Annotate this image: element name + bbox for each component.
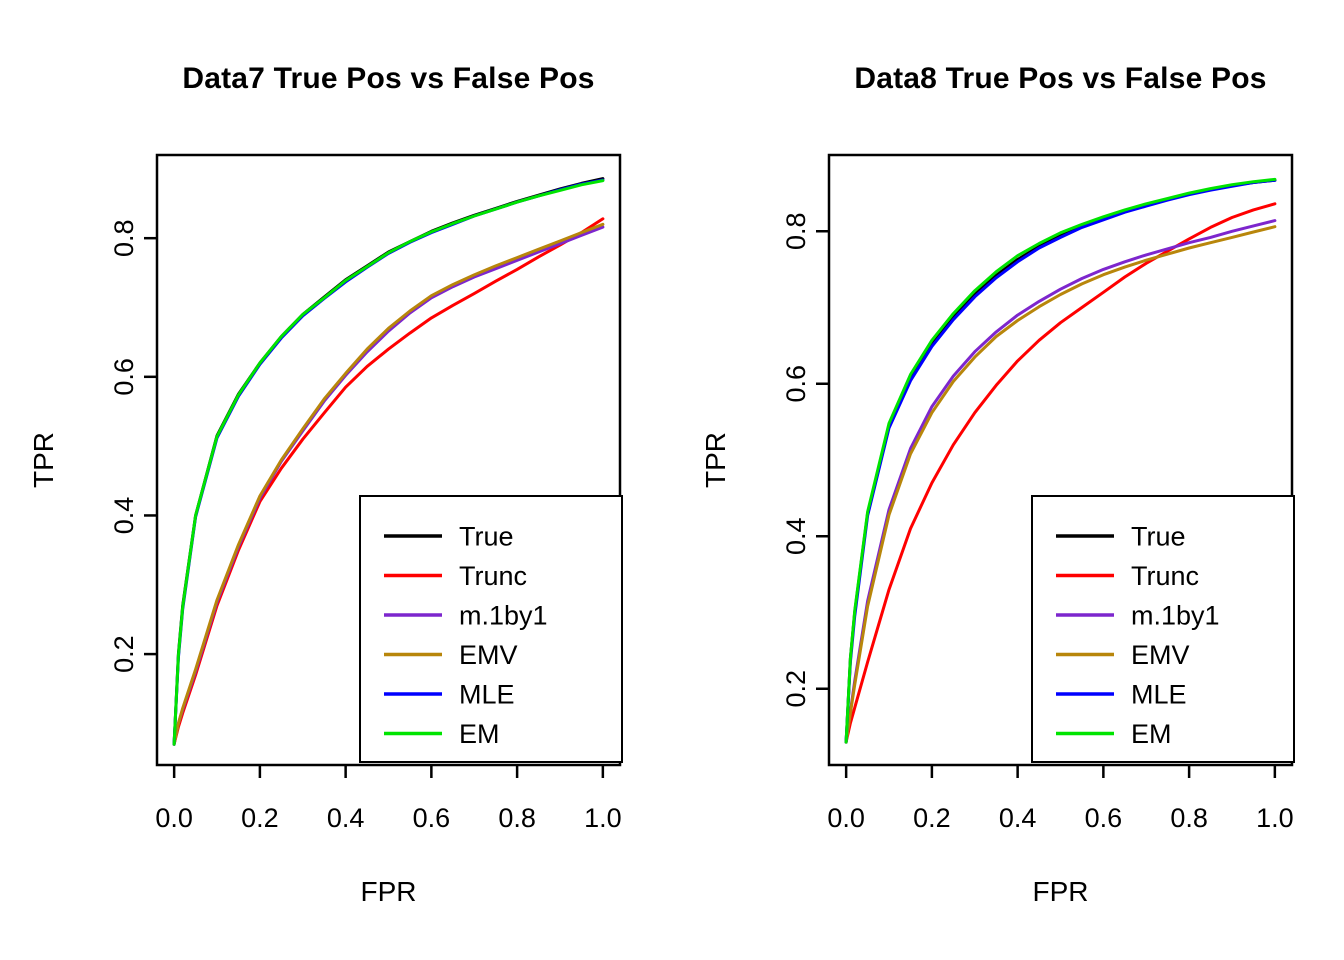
- y-tick-label: 0.8: [781, 212, 811, 250]
- legend-label-m.1by1: m.1by1: [459, 601, 548, 631]
- chart-title-data8: Data8 True Pos vs False Pos: [854, 62, 1267, 95]
- legend-label-em: EM: [1131, 719, 1172, 749]
- x-tick-label: 0.2: [913, 803, 951, 833]
- x-axis-label-data8: FPR: [1032, 876, 1089, 907]
- y-tick-label: 0.4: [781, 517, 811, 555]
- roc-curve-em: [844, 177, 1277, 744]
- roc-curve-emv: [172, 222, 605, 746]
- y-tick-label: 0.4: [109, 497, 139, 535]
- x-axis-label-data7: FPR: [360, 876, 417, 907]
- x-tick-label: 0.4: [327, 803, 365, 833]
- x-tick-label: 0.6: [1085, 803, 1123, 833]
- x-tick-label: 0.6: [413, 803, 451, 833]
- y-axis-label-data7: TPR: [28, 432, 59, 488]
- x-tick-label: 0.2: [241, 803, 279, 833]
- plot-box: [155, 153, 622, 767]
- y-tick-label: 0.6: [109, 358, 139, 396]
- legend-label-mle: MLE: [459, 680, 515, 710]
- y-tick-label: 0.6: [781, 365, 811, 403]
- y-tick-label: 0.8: [109, 219, 139, 257]
- legend-box: [359, 495, 623, 763]
- x-tick-label: 1.0: [584, 803, 622, 833]
- y-tick-label: 0.2: [781, 670, 811, 708]
- legend-label-trunc: Trunc: [459, 561, 527, 591]
- legend-label-true: True: [1131, 522, 1186, 552]
- roc-panel-data7: 0.0 0.2 0.4 0.6 0.8 1.0 0.2 0.4 0.6 0.8 True Trunc m…: [28, 62, 623, 907]
- y-axis-label-data8: TPR: [700, 432, 731, 488]
- plot-box: [827, 153, 1294, 767]
- legend-label-emv: EMV: [459, 640, 518, 670]
- x-tick-label: 1.0: [1256, 803, 1294, 833]
- x-tick-label: 0.0: [155, 803, 193, 833]
- roc-chart-data7: 0.0 0.2 0.4 0.6 0.8 1.0 0.2 0.4 0.6 0.8 True Trunc m…: [109, 153, 623, 833]
- x-tick-label: 0.0: [827, 803, 865, 833]
- roc-panel-data8: 0.0 0.2 0.4 0.6 0.8 1.0 0.2 0.4 0.6 0.8 True Trunc m…: [672, 0, 1344, 960]
- x-tick-label: 0.8: [498, 803, 536, 833]
- chart-title-data7: Data7 True Pos vs False Pos: [182, 62, 595, 95]
- legend-box: [1031, 495, 1295, 763]
- legend-label-m.1by1: m.1by1: [1131, 601, 1220, 631]
- roc-curve-trunc: [844, 202, 1277, 744]
- legend-label-emv: EMV: [1131, 640, 1190, 670]
- roc-curve-em: [172, 179, 605, 746]
- legend-label-trunc: Trunc: [1131, 561, 1199, 591]
- x-tick-label: 0.8: [1170, 803, 1208, 833]
- roc-chart-data8: 0.0 0.2 0.4 0.6 0.8 1.0 0.2 0.4 0.6 0.8 True Trunc m…: [781, 153, 1295, 833]
- y-tick-label: 0.2: [109, 635, 139, 673]
- legend-label-em: EM: [459, 719, 500, 749]
- x-tick-label: 0.4: [999, 803, 1037, 833]
- roc-curve-emv: [844, 225, 1277, 744]
- legend-label-mle: MLE: [1131, 680, 1187, 710]
- legend-label-true: True: [459, 522, 514, 552]
